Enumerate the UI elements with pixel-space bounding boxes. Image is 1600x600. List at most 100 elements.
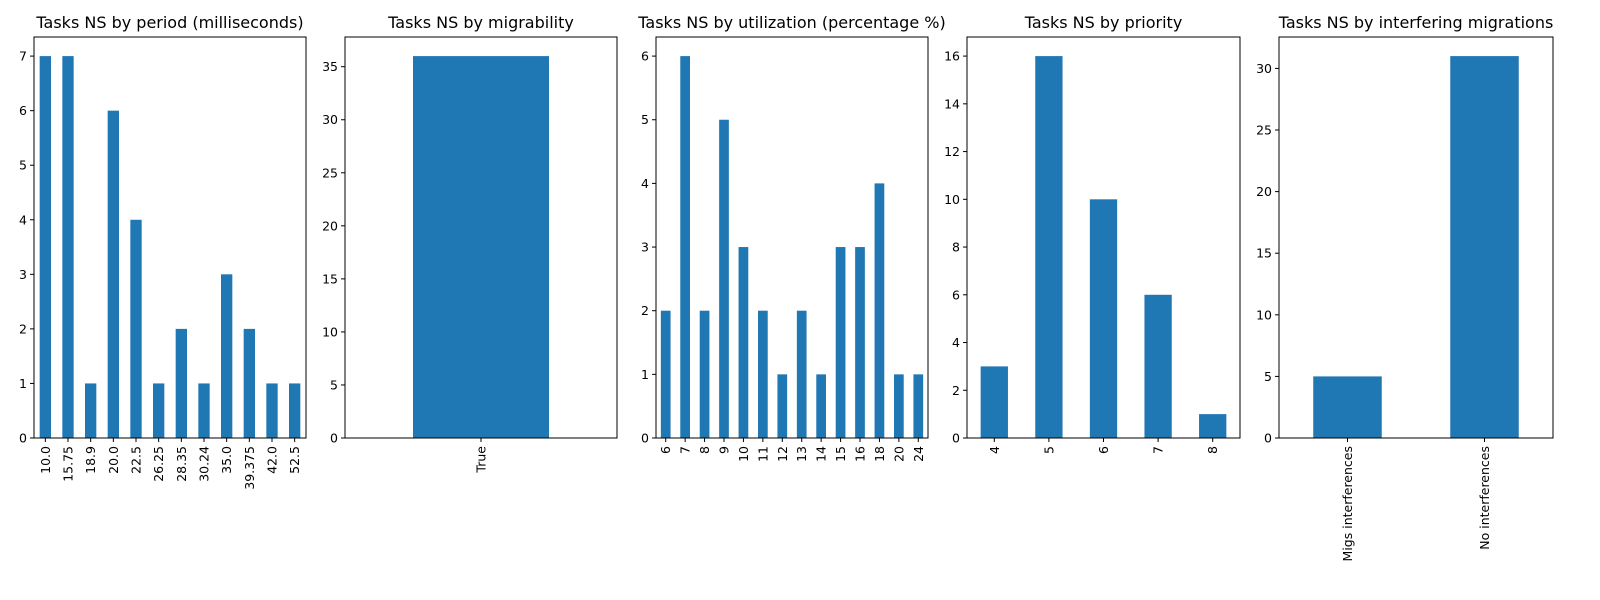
x-tick-label: True (474, 446, 489, 474)
bar (874, 183, 885, 438)
bar (85, 383, 97, 438)
y-tick-label: 5 (330, 377, 338, 392)
y-tick-label: 35 (322, 59, 338, 74)
bar (39, 56, 51, 438)
bar (130, 219, 142, 438)
x-tick-label: 14 (814, 446, 829, 462)
x-tick-label: 20 (891, 446, 906, 462)
y-tick-label: 5 (19, 158, 27, 173)
bar (758, 310, 768, 438)
chart-title: Tasks NS by interfering migrations (1278, 13, 1554, 32)
axes-frame (33, 36, 307, 439)
x-tick-label: 13 (794, 446, 809, 462)
x-tick-label: 39.375 (242, 446, 257, 490)
chart-panel: Tasks NS by period (milliseconds) 0 1 2 3 4 5 6… (19, 13, 307, 490)
axes-frame (1278, 36, 1554, 439)
y-tick-label: 12 (944, 144, 960, 159)
x-tick-label: No interferences (1477, 446, 1492, 550)
bar (413, 56, 549, 438)
y-tick-label: 0 (641, 431, 649, 446)
y-tick-label: 30 (1256, 61, 1272, 76)
y-tick-label: 4 (952, 335, 960, 350)
bar (153, 383, 165, 438)
bar (894, 374, 904, 438)
x-tick-label: 4 (987, 446, 1002, 454)
y-tick-label: 8 (952, 240, 960, 255)
bar (1144, 294, 1172, 438)
y-tick-label: 2 (952, 383, 960, 398)
y-tick-label: 2 (641, 303, 649, 318)
y-tick-label: 14 (944, 96, 960, 111)
bar (660, 310, 671, 438)
bar (835, 247, 846, 438)
axes-frame (655, 36, 929, 439)
y-tick-label: 0 (952, 431, 960, 446)
y-tick-label: 30 (322, 112, 338, 127)
x-tick-label: 52.5 (287, 446, 302, 474)
bar (175, 328, 187, 438)
bar (1450, 56, 1519, 438)
y-tick-label: 6 (19, 103, 27, 118)
y-tick-label: 0 (1264, 431, 1272, 446)
y-tick-label: 0 (330, 431, 338, 446)
y-tick-label: 6 (952, 287, 960, 302)
x-tick-label: 42.0 (265, 446, 280, 474)
x-tick-label: 8 (697, 446, 712, 454)
x-tick-label: 6 (1096, 446, 1111, 454)
bar (243, 328, 255, 438)
x-tick-label: 16 (853, 446, 868, 462)
x-tick-label: 11 (755, 446, 770, 462)
x-tick-label: 10.0 (38, 446, 53, 474)
x-tick-label: Migs interferences (1340, 446, 1355, 561)
x-tick-label: 9 (717, 446, 732, 454)
x-tick-label: 8 (1205, 446, 1220, 454)
bar (699, 310, 710, 438)
bar (1313, 376, 1382, 438)
x-tick-label: 10 (736, 446, 751, 462)
chart-panel: Tasks NS by interfering migrations 0 5 10 15… (1256, 13, 1554, 561)
bar (1089, 199, 1118, 438)
bar (107, 110, 119, 438)
x-tick-label: 15.75 (61, 446, 76, 482)
y-tick-label: 1 (641, 367, 649, 382)
bar (816, 374, 826, 438)
y-tick-label: 5 (1264, 369, 1272, 384)
x-tick-label: 30.24 (197, 446, 212, 482)
y-tick-label: 2 (19, 321, 27, 336)
x-tick-label: 26.25 (151, 446, 166, 482)
y-tick-label: 15 (322, 271, 338, 286)
x-tick-label: 5 (1041, 446, 1056, 454)
y-tick-label: 15 (1256, 246, 1272, 261)
chart-title: Tasks NS by period (milliseconds) (35, 13, 303, 32)
y-tick-label: 25 (322, 165, 338, 180)
bar (289, 383, 301, 438)
bar (777, 374, 788, 438)
bar (719, 119, 729, 438)
y-tick-label: 20 (1256, 184, 1272, 199)
y-tick-label: 1 (19, 376, 27, 391)
x-tick-label: 20.0 (106, 446, 121, 474)
chart-panel: Tasks NS by migrability 0 5 10 15 20 25 30 35 Tru… (322, 13, 618, 474)
y-tick-label: 10 (322, 324, 338, 339)
bar (1199, 414, 1227, 438)
chart-title: Tasks NS by priority (1024, 13, 1183, 32)
bar (980, 366, 1008, 438)
x-tick-label: 15 (833, 446, 848, 462)
y-tick-label: 25 (1256, 123, 1272, 138)
y-tick-label: 4 (19, 212, 27, 227)
chart-title: Tasks NS by migrability (387, 13, 574, 32)
y-tick-label: 10 (1256, 307, 1272, 322)
x-tick-label: 7 (678, 446, 693, 454)
x-tick-label: 28.35 (174, 446, 189, 482)
bar (198, 383, 210, 438)
chart-panel: Tasks NS by priority 0 2 4 6 8 10 12 14 16 4 5 6 7 8 (944, 13, 1241, 454)
bar (855, 247, 865, 438)
y-tick-label: 6 (641, 49, 649, 64)
x-tick-label: 18.9 (83, 446, 98, 474)
y-tick-label: 3 (19, 267, 27, 282)
bar (913, 374, 924, 438)
bar (1035, 56, 1063, 438)
x-tick-label: 24 (911, 446, 926, 462)
bar (266, 383, 278, 438)
